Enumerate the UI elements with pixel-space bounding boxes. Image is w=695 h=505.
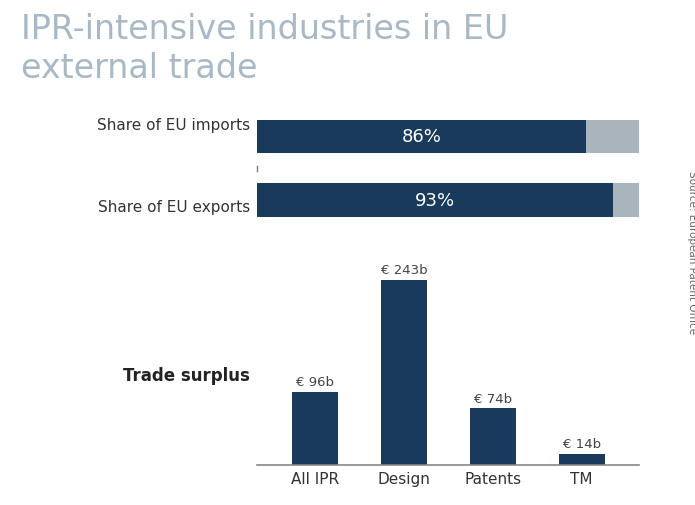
Text: Share of EU imports: Share of EU imports (97, 117, 250, 132)
Text: € 14b: € 14b (562, 437, 600, 450)
Text: € 96b: € 96b (296, 375, 334, 388)
Bar (586, 121, 639, 154)
Bar (257, 184, 613, 217)
Text: 86%: 86% (402, 128, 441, 146)
Text: € 243b: € 243b (381, 264, 427, 277)
Text: 93%: 93% (415, 191, 455, 210)
Bar (257, 121, 586, 154)
Bar (613, 184, 639, 217)
Text: Share of EU exports: Share of EU exports (98, 200, 250, 215)
Bar (559, 454, 605, 465)
Text: IPR-intensive industries in EU
external trade: IPR-intensive industries in EU external … (21, 13, 508, 85)
Bar (292, 392, 338, 465)
Bar (381, 281, 427, 465)
Text: Source: European Patent Office: Source: European Patent Office (687, 171, 695, 334)
Text: Trade surplus: Trade surplus (123, 367, 250, 384)
Bar (470, 409, 516, 465)
Text: € 74b: € 74b (474, 392, 512, 405)
